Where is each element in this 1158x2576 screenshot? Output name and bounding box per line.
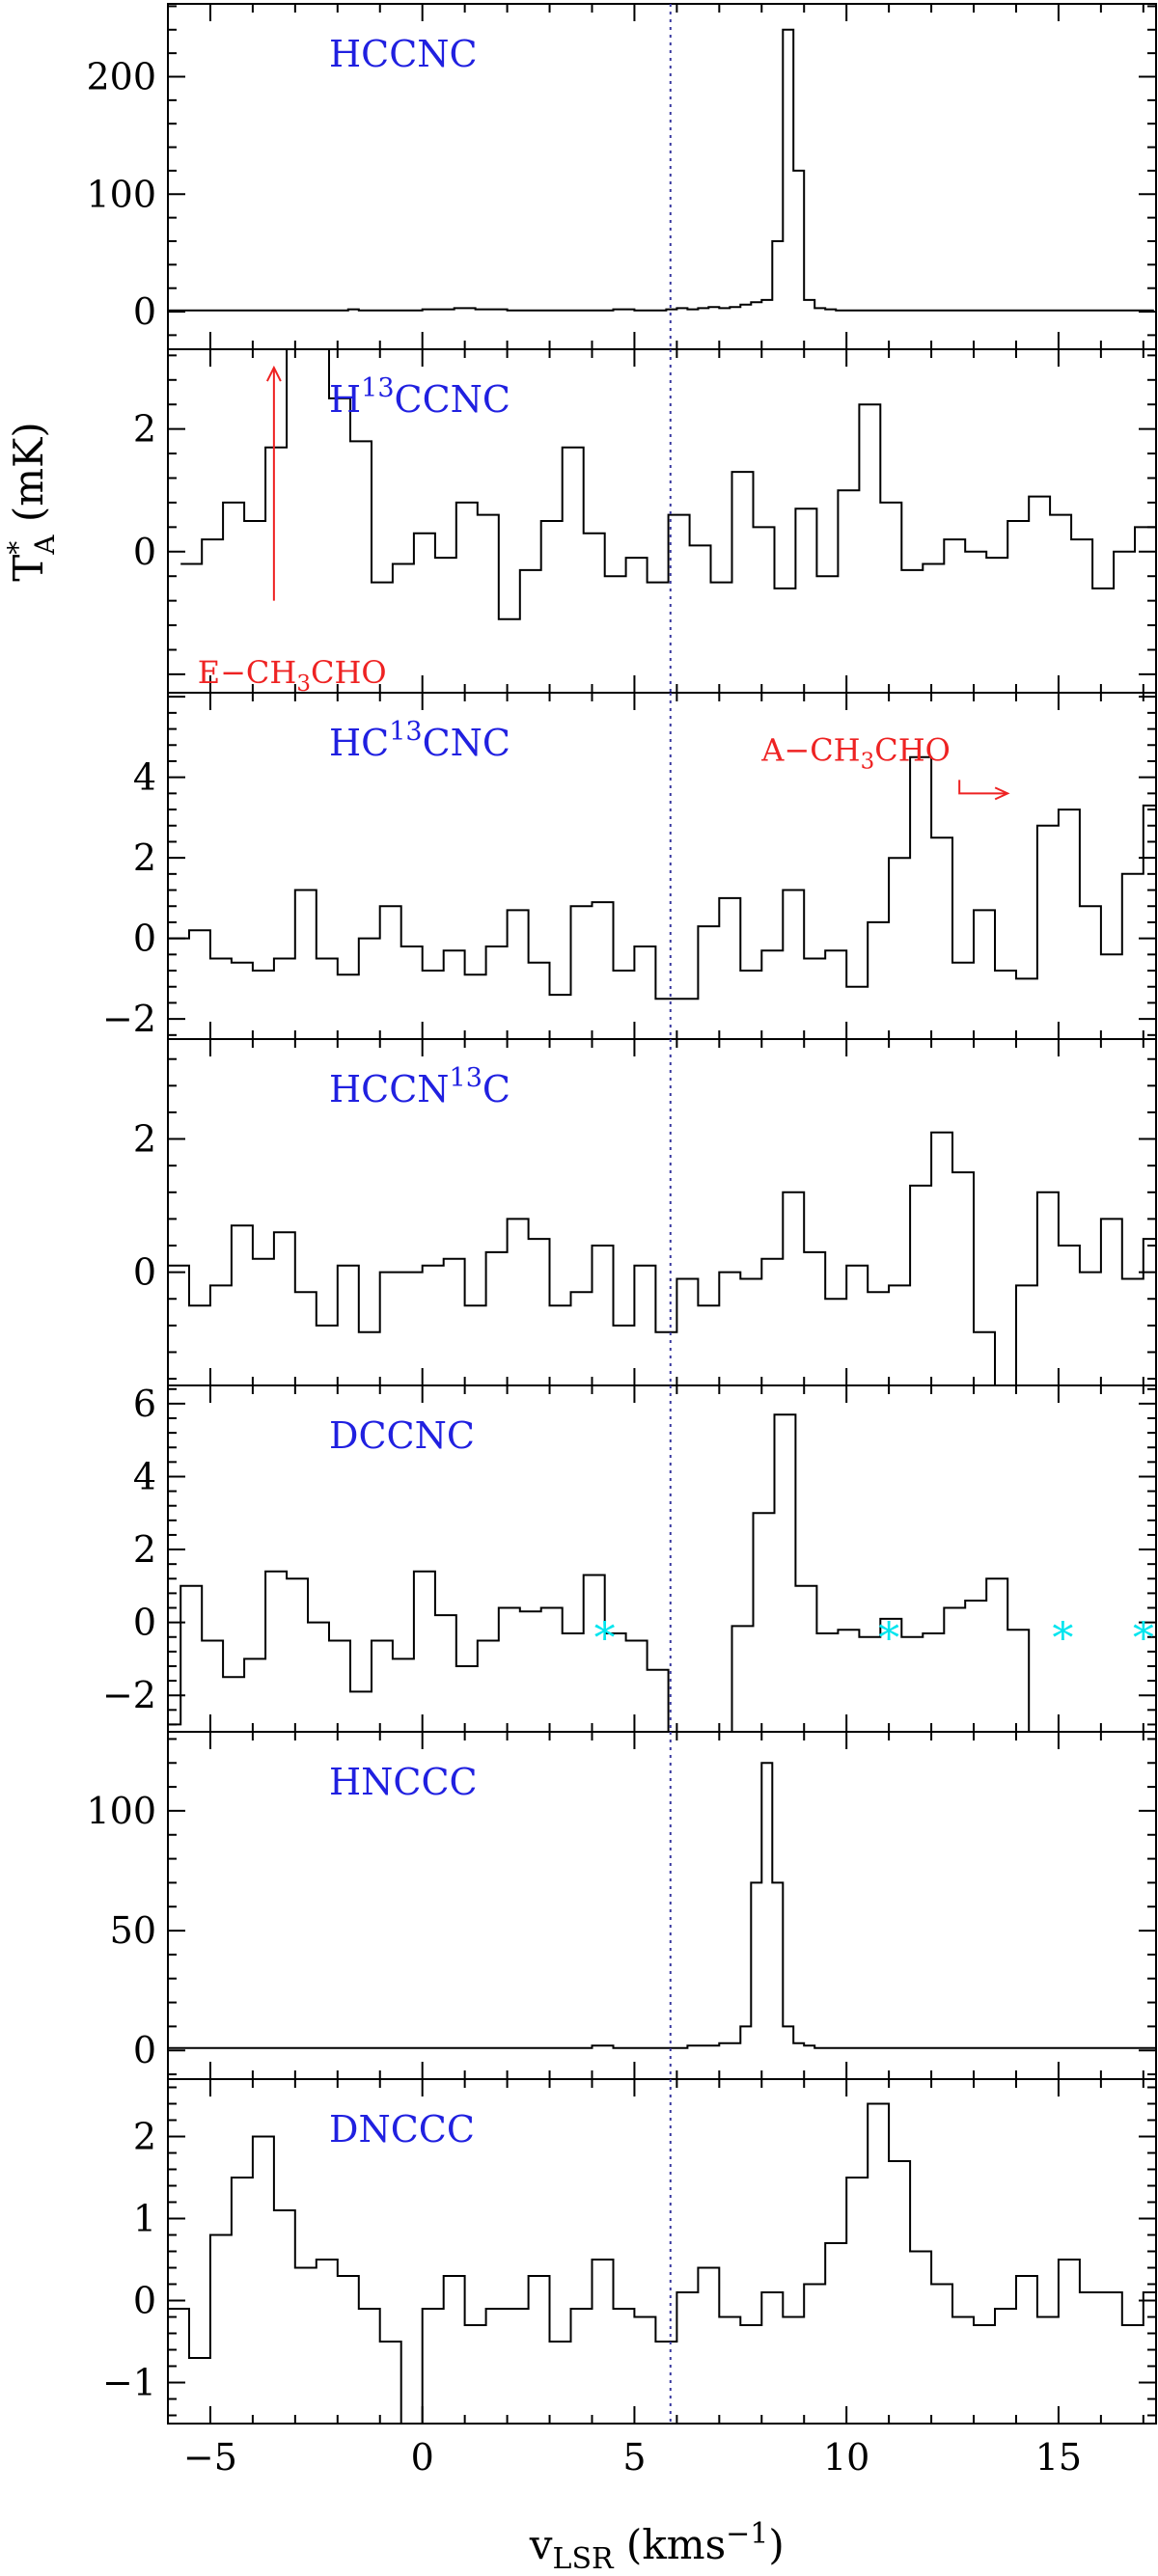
y-axis-title-part: (mK) xyxy=(5,422,52,534)
panel-title-part: DCCNC xyxy=(329,1414,475,1457)
panel-frame xyxy=(167,1384,1157,1733)
panel-frame xyxy=(167,3,1157,350)
panel-hccnc: 0 100 200 HCCNC xyxy=(86,3,1157,350)
blend-star-marker: * xyxy=(1133,1614,1154,1663)
panel-title-part: CCNC xyxy=(395,378,510,421)
y-tick-label: 2 xyxy=(133,2116,156,2158)
annotation-label-part: 3 xyxy=(296,671,311,697)
annotation-label-part: CHO xyxy=(311,654,387,691)
spectrum-line xyxy=(168,1413,1031,1732)
annotation-label: A−CH3CHO xyxy=(760,731,951,774)
y-tick-label: 0 xyxy=(133,531,156,573)
annotation-label-part: 3 xyxy=(861,749,875,774)
blend-star-marker: * xyxy=(594,1614,616,1663)
annotation-label-part: CHO xyxy=(874,731,951,768)
panel-title: HC13CNC xyxy=(329,717,510,764)
y-axis-title-part: * xyxy=(2,541,34,555)
y-tick-label: −2 xyxy=(102,998,156,1040)
y-tick-label: 50 xyxy=(110,1909,156,1952)
y-tick-label: 0 xyxy=(133,918,156,960)
spectrum-line xyxy=(168,2102,1156,2424)
blend-star-marker: * xyxy=(878,1614,899,1663)
panel-title: HCCNC xyxy=(329,33,478,75)
y-tick-label: 200 xyxy=(86,55,156,97)
blend-star-marker: * xyxy=(1052,1614,1073,1663)
y-tick-label: 0 xyxy=(133,2280,156,2322)
panel-title-part: 13 xyxy=(450,1063,482,1093)
panel-hccn13c: 0 2 HCCN13C xyxy=(133,1038,1157,1386)
x-axis-title-part: −1 xyxy=(726,2517,768,2551)
annotation-arrow-head xyxy=(994,786,1010,801)
y-tick-label: 4 xyxy=(133,756,156,799)
spectrum-line xyxy=(168,1762,1156,2049)
panel-title-part: HCCN xyxy=(329,1068,450,1110)
panel-frame xyxy=(167,1038,1157,1386)
x-axis-title: vLSR (kms−1) xyxy=(529,2517,785,2576)
y-axis-title: T*A (mK) xyxy=(2,422,61,582)
panel-title: H13CCNC xyxy=(329,373,510,421)
panel-frame xyxy=(167,2078,1157,2425)
spectrum-line xyxy=(180,349,1156,620)
panel-title: DCCNC xyxy=(329,1414,475,1457)
x-axis-title-part: LSR xyxy=(553,2542,615,2576)
panel-hnccc: 0 50 100 HNCCC xyxy=(86,1731,1157,2080)
panel-hc13cnc: −2 0 2 4 HC13CNC A−CH3CHO xyxy=(102,692,1157,1040)
panel-dnccc: −1 0 1 2 DNCCC xyxy=(102,2078,1157,2425)
panel-dccnc: −2 0 2 4 6 DCCNC * * * * xyxy=(102,1383,1157,1733)
panel-title-part: HCCNC xyxy=(329,33,478,75)
y-tick-label: 2 xyxy=(133,836,156,879)
y-tick-label: 1 xyxy=(133,2198,156,2240)
panel-title: DNCCC xyxy=(329,2108,475,2151)
annotation-arrow-head xyxy=(265,365,282,382)
spectrum-line xyxy=(168,1131,1156,1385)
panel-title-part: HNCCC xyxy=(329,1761,478,1803)
annotation-arrow xyxy=(958,780,1008,795)
y-axis-title-part: A xyxy=(29,534,61,556)
x-axis-title-part: ) xyxy=(768,2521,784,2568)
y-tick-label: 4 xyxy=(133,1455,156,1497)
x-tick-label: 0 xyxy=(411,2436,434,2479)
panel-title-part: DNCCC xyxy=(329,2108,475,2151)
y-tick-label: 2 xyxy=(133,1528,156,1571)
x-tick-label: 15 xyxy=(1035,2436,1082,2479)
annotation-label: E−CH3CHO xyxy=(198,654,387,697)
panel-title-part: 13 xyxy=(361,373,394,403)
panel-title-part: CNC xyxy=(423,722,510,764)
y-tick-label: 100 xyxy=(86,173,156,215)
panel-h13ccnc: 0 2 H13CCNC E−CH3CHO xyxy=(133,348,1157,697)
panel-title: HCCN13C xyxy=(329,1063,510,1110)
x-axis-title-part: (kms xyxy=(614,2521,727,2568)
annotation-label-part: A−CH xyxy=(760,731,860,768)
x-tick-label: 5 xyxy=(622,2436,646,2479)
panel-title: HNCCC xyxy=(329,1761,478,1803)
y-tick-label: 0 xyxy=(133,1602,156,1644)
y-tick-label: 0 xyxy=(133,290,156,333)
y-tick-label: 2 xyxy=(133,1118,156,1161)
y-tick-label: 0 xyxy=(133,1251,156,1294)
panel-title-part: C xyxy=(482,1068,510,1110)
y-tick-label: −2 xyxy=(102,1674,156,1716)
panel-title-part: 13 xyxy=(389,717,422,747)
y-tick-label: −1 xyxy=(102,2362,156,2404)
x-tick-label: 10 xyxy=(823,2436,869,2479)
annotation-label-part: E−CH xyxy=(198,654,297,691)
panel-title-part: HC xyxy=(329,722,389,764)
panel-frame xyxy=(167,1731,1157,2080)
panel-frame xyxy=(167,692,1157,1040)
spectrum-line xyxy=(168,755,1156,1000)
y-tick-label: 100 xyxy=(86,1790,156,1832)
y-tick-label: 2 xyxy=(133,408,156,451)
y-axis-title-part: T xyxy=(5,555,52,582)
y-tick-label: 6 xyxy=(133,1383,156,1425)
panel-title-part: H xyxy=(329,378,361,421)
y-tick-label: 0 xyxy=(133,2029,156,2071)
x-tick-label: −5 xyxy=(183,2436,237,2479)
x-axis-title-part: v xyxy=(529,2521,553,2568)
y-axis-title-group: T*A (mK) xyxy=(2,422,61,582)
spectrum-line xyxy=(168,28,1154,312)
